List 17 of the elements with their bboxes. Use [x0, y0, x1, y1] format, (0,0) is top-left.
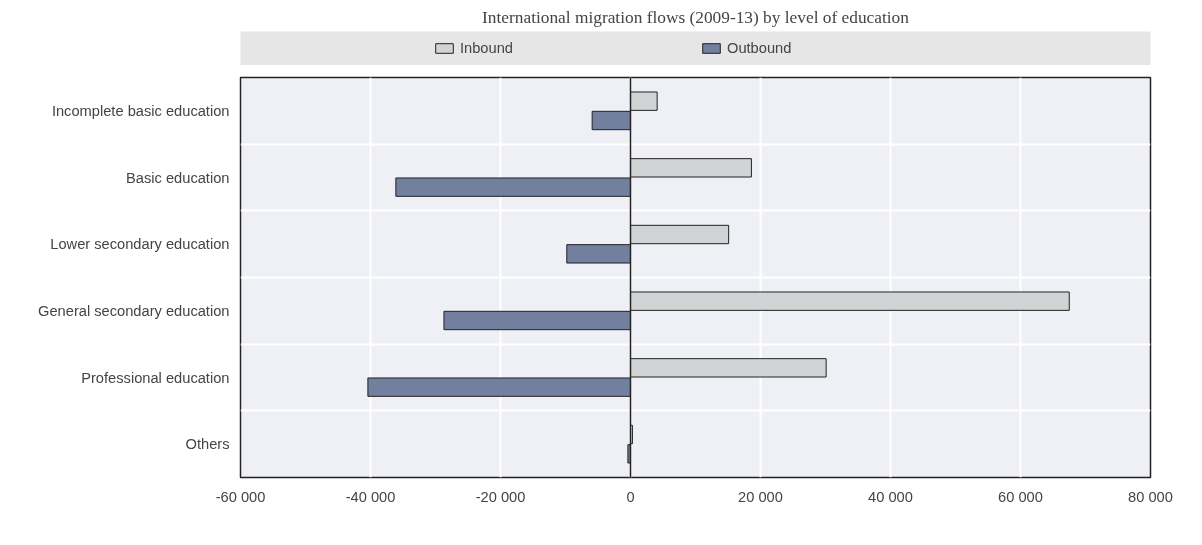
- x-tick-label: -20 000: [475, 488, 526, 505]
- x-tick-label: 80 000: [1128, 488, 1173, 505]
- x-tick-label: 0: [626, 488, 635, 505]
- x-tick-label: 40 000: [868, 488, 913, 505]
- y-tick-label: Professional education: [81, 369, 230, 386]
- x-tick-label: 20 000: [738, 488, 783, 505]
- x-tick-label: -40 000: [345, 488, 396, 505]
- y-tick-label: General secondary education: [38, 302, 230, 319]
- y-tick-label: Others: [185, 436, 230, 453]
- y-tick-label: Lower secondary education: [50, 236, 230, 253]
- y-tick-label: Basic education: [126, 169, 230, 186]
- y-tick-label: Incomplete basic education: [51, 102, 230, 119]
- x-tick-label: -60 000: [215, 488, 266, 505]
- legend-label: Inbound: [460, 40, 514, 56]
- legend-label: Outbound: [727, 40, 793, 56]
- x-tick-label: 60 000: [998, 488, 1043, 505]
- chart-title: International migration flows (2009-13) by level of education: [482, 7, 910, 27]
